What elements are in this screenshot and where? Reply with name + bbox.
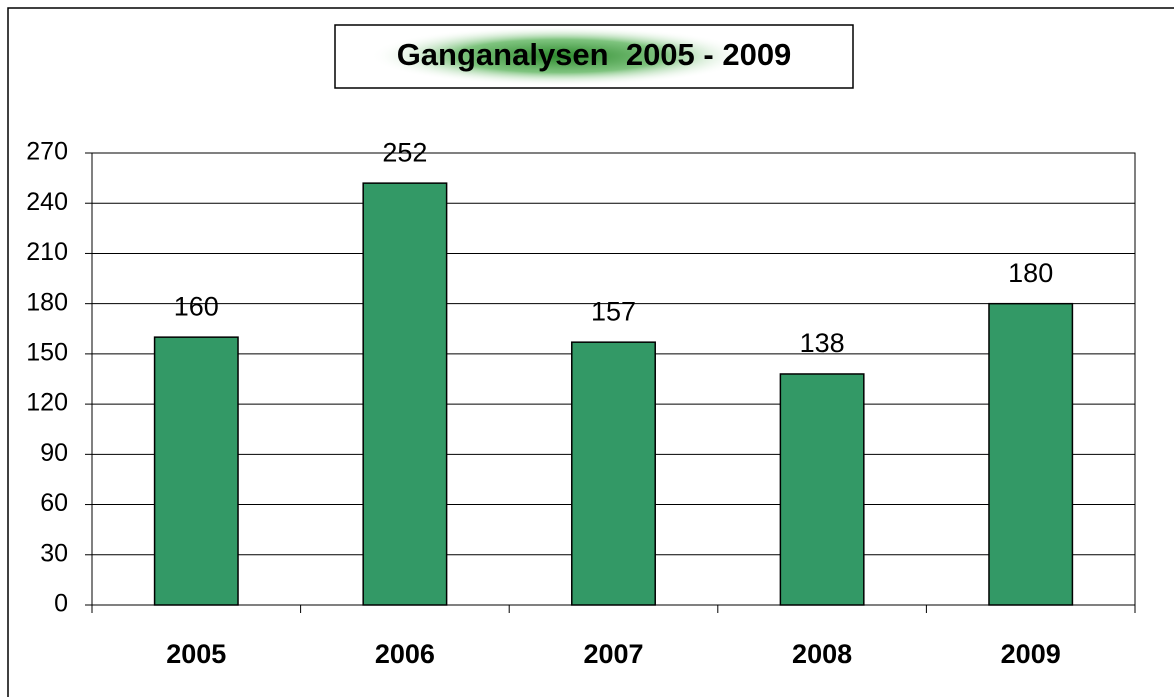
data-label: 160 bbox=[174, 291, 219, 321]
y-tick-label: 120 bbox=[26, 389, 68, 417]
y-tick-label: 60 bbox=[40, 489, 68, 517]
data-label: 138 bbox=[800, 328, 845, 358]
y-tick-label: 180 bbox=[26, 288, 68, 316]
bar bbox=[153, 336, 239, 606]
bar bbox=[779, 373, 865, 606]
data-label: 157 bbox=[591, 296, 636, 326]
y-tick-label: 0 bbox=[54, 590, 68, 618]
y-tick-label: 240 bbox=[26, 188, 68, 216]
y-tick-label: 30 bbox=[40, 539, 68, 567]
bar bbox=[571, 341, 656, 606]
x-tick-label: 2008 bbox=[792, 639, 852, 669]
y-tick-label: 210 bbox=[26, 238, 68, 266]
data-label: 252 bbox=[382, 137, 427, 167]
chart-title: Ganganalysen 2005 - 2009 bbox=[397, 37, 792, 72]
x-tick-label: 2006 bbox=[375, 639, 435, 669]
x-tick-label: 2007 bbox=[583, 639, 643, 669]
y-tick-label: 90 bbox=[40, 439, 68, 467]
bar bbox=[988, 302, 1074, 606]
x-tick-label: 2009 bbox=[1001, 639, 1061, 669]
data-label: 180 bbox=[1008, 258, 1053, 288]
x-tick-label: 2005 bbox=[166, 639, 226, 669]
bar bbox=[362, 182, 448, 606]
y-tick-label: 150 bbox=[26, 338, 68, 366]
y-tick-label: 270 bbox=[26, 138, 68, 166]
title-glow bbox=[370, 26, 750, 86]
